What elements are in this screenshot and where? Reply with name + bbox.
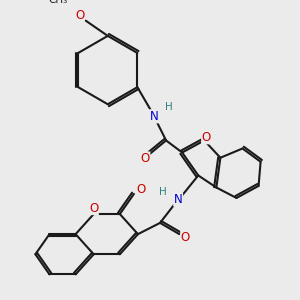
Text: H: H xyxy=(159,187,167,196)
Text: N: N xyxy=(174,193,182,206)
Text: N: N xyxy=(150,110,158,123)
Text: O: O xyxy=(181,231,190,244)
Text: O: O xyxy=(140,152,150,165)
Text: O: O xyxy=(89,202,98,214)
Text: CH₃: CH₃ xyxy=(48,0,67,5)
Text: O: O xyxy=(75,9,84,22)
Text: O: O xyxy=(202,131,211,144)
Text: O: O xyxy=(136,183,146,196)
Text: H: H xyxy=(165,103,173,112)
